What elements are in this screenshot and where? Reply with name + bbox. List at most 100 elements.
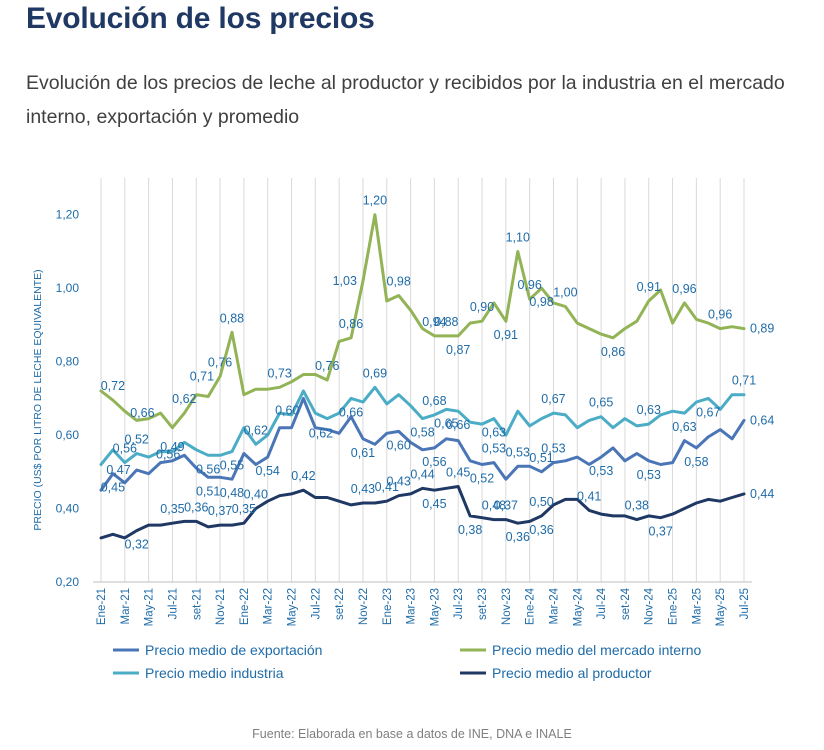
- data-label: 0,51: [529, 451, 553, 465]
- x-tick-label: Mar-22: [263, 588, 275, 624]
- series-line: [99, 396, 746, 492]
- chart-grid: [100, 178, 745, 582]
- data-label: 0,48: [220, 486, 244, 500]
- data-label: 0,43: [351, 482, 375, 496]
- data-label: 0,50: [529, 495, 553, 509]
- x-tick-label: Mar-23: [406, 588, 418, 624]
- data-label: 0,52: [125, 432, 149, 446]
- data-label: 0,94: [422, 315, 446, 329]
- data-label: 0,56: [156, 447, 180, 461]
- data-label: 0,43: [387, 475, 411, 489]
- data-label: 0,68: [422, 394, 446, 408]
- data-label: 0,96: [672, 282, 696, 296]
- x-tick-label: Nov-23: [501, 588, 513, 625]
- data-label: 0,53: [589, 464, 613, 478]
- series-line: [99, 213, 746, 430]
- data-label: 0,38: [625, 499, 649, 513]
- x-tick-label: Ene-23: [382, 588, 394, 625]
- data-label: 1,20: [363, 194, 387, 208]
- data-label: 0,36: [529, 523, 553, 537]
- data-label: 0,62: [309, 426, 333, 440]
- x-tick-label: Jul-21: [167, 588, 179, 619]
- x-tick-label: Jul-24: [596, 587, 608, 619]
- data-label: 0,66: [339, 405, 363, 419]
- data-label: 0,60: [275, 403, 299, 417]
- data-label: 0,88: [434, 315, 458, 329]
- data-label: 0,37: [208, 504, 232, 518]
- data-label: 0,61: [351, 446, 375, 460]
- data-label: 0,41: [577, 489, 601, 503]
- series-line: [99, 385, 746, 466]
- data-label: 0,98: [529, 295, 553, 309]
- legend-label: Precio medio al productor: [492, 665, 652, 681]
- data-label: 0,62: [244, 423, 268, 437]
- data-label: 0,48: [482, 499, 506, 513]
- x-tick-label: Jul-25: [739, 588, 751, 619]
- data-label: 0,86: [339, 317, 363, 331]
- data-label: 0,55: [220, 459, 244, 473]
- data-label: 0,91: [637, 280, 661, 294]
- data-label: 0,65: [434, 416, 458, 430]
- x-tick-label: Jul-23: [453, 588, 465, 619]
- data-label: 1,00: [553, 286, 577, 300]
- data-label: 0,96: [517, 278, 541, 292]
- data-label: 0,63: [637, 403, 661, 417]
- data-label: 0,90: [470, 300, 494, 314]
- data-label: 0,53: [506, 445, 530, 459]
- y-tick-label: 0,80: [56, 355, 80, 369]
- x-tick-label: Ene-21: [96, 588, 108, 625]
- data-label: 1,03: [333, 274, 357, 288]
- data-label: 0,45: [101, 481, 125, 495]
- x-tick-label: Nov-21: [215, 588, 227, 625]
- x-tick-label: May-24: [572, 587, 584, 626]
- data-label: 0,36: [184, 500, 208, 514]
- data-label: 0,35: [232, 502, 256, 516]
- data-label: 0,72: [101, 379, 125, 393]
- x-axis: Ene-21 Mar-21 May-21 Jul-21 set-21 Nov-21 Ene-…: [93, 581, 752, 626]
- data-label: 0,91: [494, 328, 518, 342]
- x-tick-label: Nov-22: [358, 588, 370, 625]
- y-tick-label: 1,00: [56, 281, 80, 295]
- data-label: 0,54: [256, 464, 280, 478]
- data-label: 0,71: [190, 369, 214, 383]
- data-label: 0,89: [750, 322, 774, 336]
- data-label: 0,67: [696, 405, 720, 419]
- data-label: 0,53: [541, 442, 565, 456]
- data-label: 0,87: [446, 343, 470, 357]
- data-label: 1,10: [506, 230, 530, 244]
- data-label: 0,37: [648, 525, 672, 539]
- x-tick-label: set-23: [477, 588, 489, 620]
- data-label: 0,41: [375, 480, 399, 494]
- chart-lines: [99, 213, 746, 540]
- x-tick-label: Mar-24: [548, 587, 560, 624]
- data-label: 0,76: [315, 359, 339, 373]
- series-line: [99, 485, 746, 540]
- data-label: 0,56: [196, 462, 220, 476]
- source-note: Fuente: Elaborada en base a datos de INE…: [252, 727, 572, 741]
- data-label: 0,66: [130, 406, 154, 420]
- y-axis-title: PRECIO (US$ POR LITRO DE LECHE EQUIVALEN…: [32, 269, 44, 530]
- data-label: 0,53: [482, 442, 506, 456]
- x-tick-label: Mar-25: [691, 588, 703, 624]
- data-label: 0,49: [160, 440, 184, 454]
- x-tick-label: Ene-24: [525, 587, 537, 625]
- x-tick-label: set-22: [334, 588, 346, 620]
- data-label: 0,96: [708, 308, 732, 322]
- data-label: 0,58: [410, 426, 434, 440]
- x-tick-label: May-23: [429, 588, 441, 626]
- x-tick-label: Mar-21: [120, 588, 132, 624]
- data-label: 0,88: [220, 311, 244, 325]
- data-label: 0,56: [422, 455, 446, 469]
- x-tick-label: May-21: [144, 588, 156, 626]
- data-label: 0,73: [267, 366, 291, 380]
- data-label: 0,52: [470, 471, 494, 485]
- data-label: 0,60: [387, 438, 411, 452]
- data-label: 0,63: [672, 420, 696, 434]
- data-label: 0,42: [291, 469, 315, 483]
- x-tick-label: Ene-22: [239, 588, 251, 625]
- x-tick-label: May-22: [287, 588, 299, 626]
- data-label: 0,32: [125, 538, 149, 552]
- data-label: 0,76: [208, 355, 232, 369]
- chart-subtitle: Evolución de los precios de leche al pro…: [26, 72, 785, 128]
- data-label: 0,58: [684, 455, 708, 469]
